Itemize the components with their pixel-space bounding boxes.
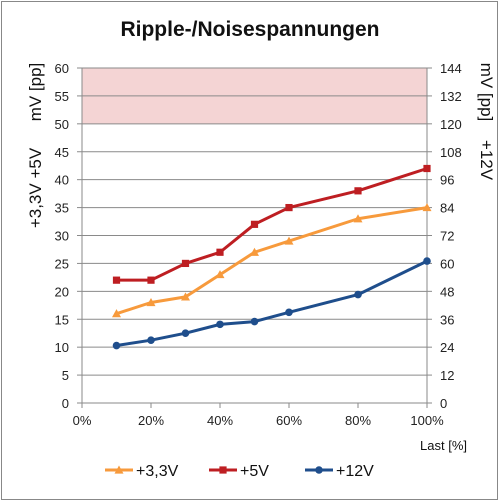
x-tick-label: 100% <box>410 413 444 428</box>
legend-swatch-marker <box>315 466 323 474</box>
y-tick-left-label: 40 <box>55 173 69 188</box>
data-point <box>215 270 225 279</box>
legend-label: +5V <box>240 463 269 480</box>
data-point <box>423 257 431 265</box>
y-tick-right-label: 36 <box>440 312 454 327</box>
data-point <box>354 290 362 299</box>
data-point <box>250 247 259 256</box>
data-point <box>147 336 155 344</box>
data-point <box>285 203 293 212</box>
y-tick-right-label: 72 <box>440 229 454 244</box>
series-line <box>116 259 428 348</box>
y-tick-left-label: 45 <box>55 145 69 160</box>
x-tick-label: 0% <box>73 413 92 428</box>
legend-item: +3,3V <box>105 463 179 480</box>
y-tick-left-label: 30 <box>55 229 69 244</box>
data-point <box>250 317 259 326</box>
legend-item: +5V <box>209 463 269 480</box>
legend-label: +12V <box>336 463 374 480</box>
y-tick-left-label: 50 <box>55 117 69 132</box>
data-point <box>146 298 156 307</box>
data-point <box>422 203 432 212</box>
y-tick-left-label: 35 <box>55 201 69 216</box>
legend-label: +3,3V <box>136 463 179 480</box>
y-axis-right-label-line-1: +12V <box>477 140 496 181</box>
y-axis-left-label-line-2: mV [pp] <box>26 63 45 122</box>
data-point <box>250 220 259 228</box>
x-axis-label: Last [%] <box>420 438 467 453</box>
data-point <box>112 341 121 350</box>
y-tick-right-label: 24 <box>440 340 454 355</box>
y-tick-left-label: 0 <box>62 396 69 411</box>
x-tick-label: 40% <box>207 413 233 428</box>
y-tick-right-label: 108 <box>440 145 462 160</box>
y-tick-right-label: 60 <box>440 256 454 271</box>
y-tick-left-label: 5 <box>62 368 69 383</box>
y-tick-right-label: 84 <box>440 201 454 216</box>
data-point <box>423 164 431 173</box>
y-axis-left-label-line-1: +3,3V +5V <box>26 147 45 228</box>
series-3 <box>112 257 431 350</box>
data-point <box>112 276 121 284</box>
data-point <box>285 308 293 317</box>
y-tick-right-label: 48 <box>440 284 454 299</box>
y-tick-right-label: 144 <box>440 61 462 76</box>
y-tick-left-label: 60 <box>55 61 69 76</box>
y-tick-right-label: 0 <box>440 396 447 411</box>
y-tick-left-label: 20 <box>55 284 69 299</box>
series-2 <box>112 164 431 284</box>
legend-swatch-marker <box>114 465 124 474</box>
series-line <box>116 206 428 316</box>
data-point <box>216 320 224 329</box>
y-tick-right-label: 96 <box>440 173 454 188</box>
x-tick-label: 80% <box>345 413 371 428</box>
data-point <box>284 236 294 245</box>
data-point <box>216 248 224 256</box>
y-tick-left-label: 15 <box>55 312 69 327</box>
data-point <box>181 292 190 301</box>
y-tick-right-label: 132 <box>440 89 462 104</box>
data-point <box>354 187 362 195</box>
series-1 <box>112 203 432 318</box>
chart-title: Ripple-/Noisespannungen <box>120 18 379 41</box>
y-tick-left-label: 25 <box>55 256 69 271</box>
data-point <box>147 276 155 284</box>
series-line <box>116 167 428 282</box>
legend-swatch-marker <box>219 466 227 474</box>
x-tick-label: 60% <box>276 413 302 428</box>
legend-item: +12V <box>305 463 374 480</box>
y-tick-right-label: 120 <box>440 117 462 132</box>
x-tick-label: 20% <box>138 413 164 428</box>
y-tick-left-label: 10 <box>55 340 69 355</box>
data-point <box>353 214 363 223</box>
y-tick-right-label: 12 <box>440 368 454 383</box>
legend: +3,3V +5V +12V <box>105 463 374 480</box>
y-axis-right-label-line-2: mV [pp] <box>477 63 496 122</box>
data-point <box>112 309 121 318</box>
data-point <box>181 259 190 268</box>
y-tick-left-label: 55 <box>55 89 69 104</box>
data-point <box>181 329 190 338</box>
